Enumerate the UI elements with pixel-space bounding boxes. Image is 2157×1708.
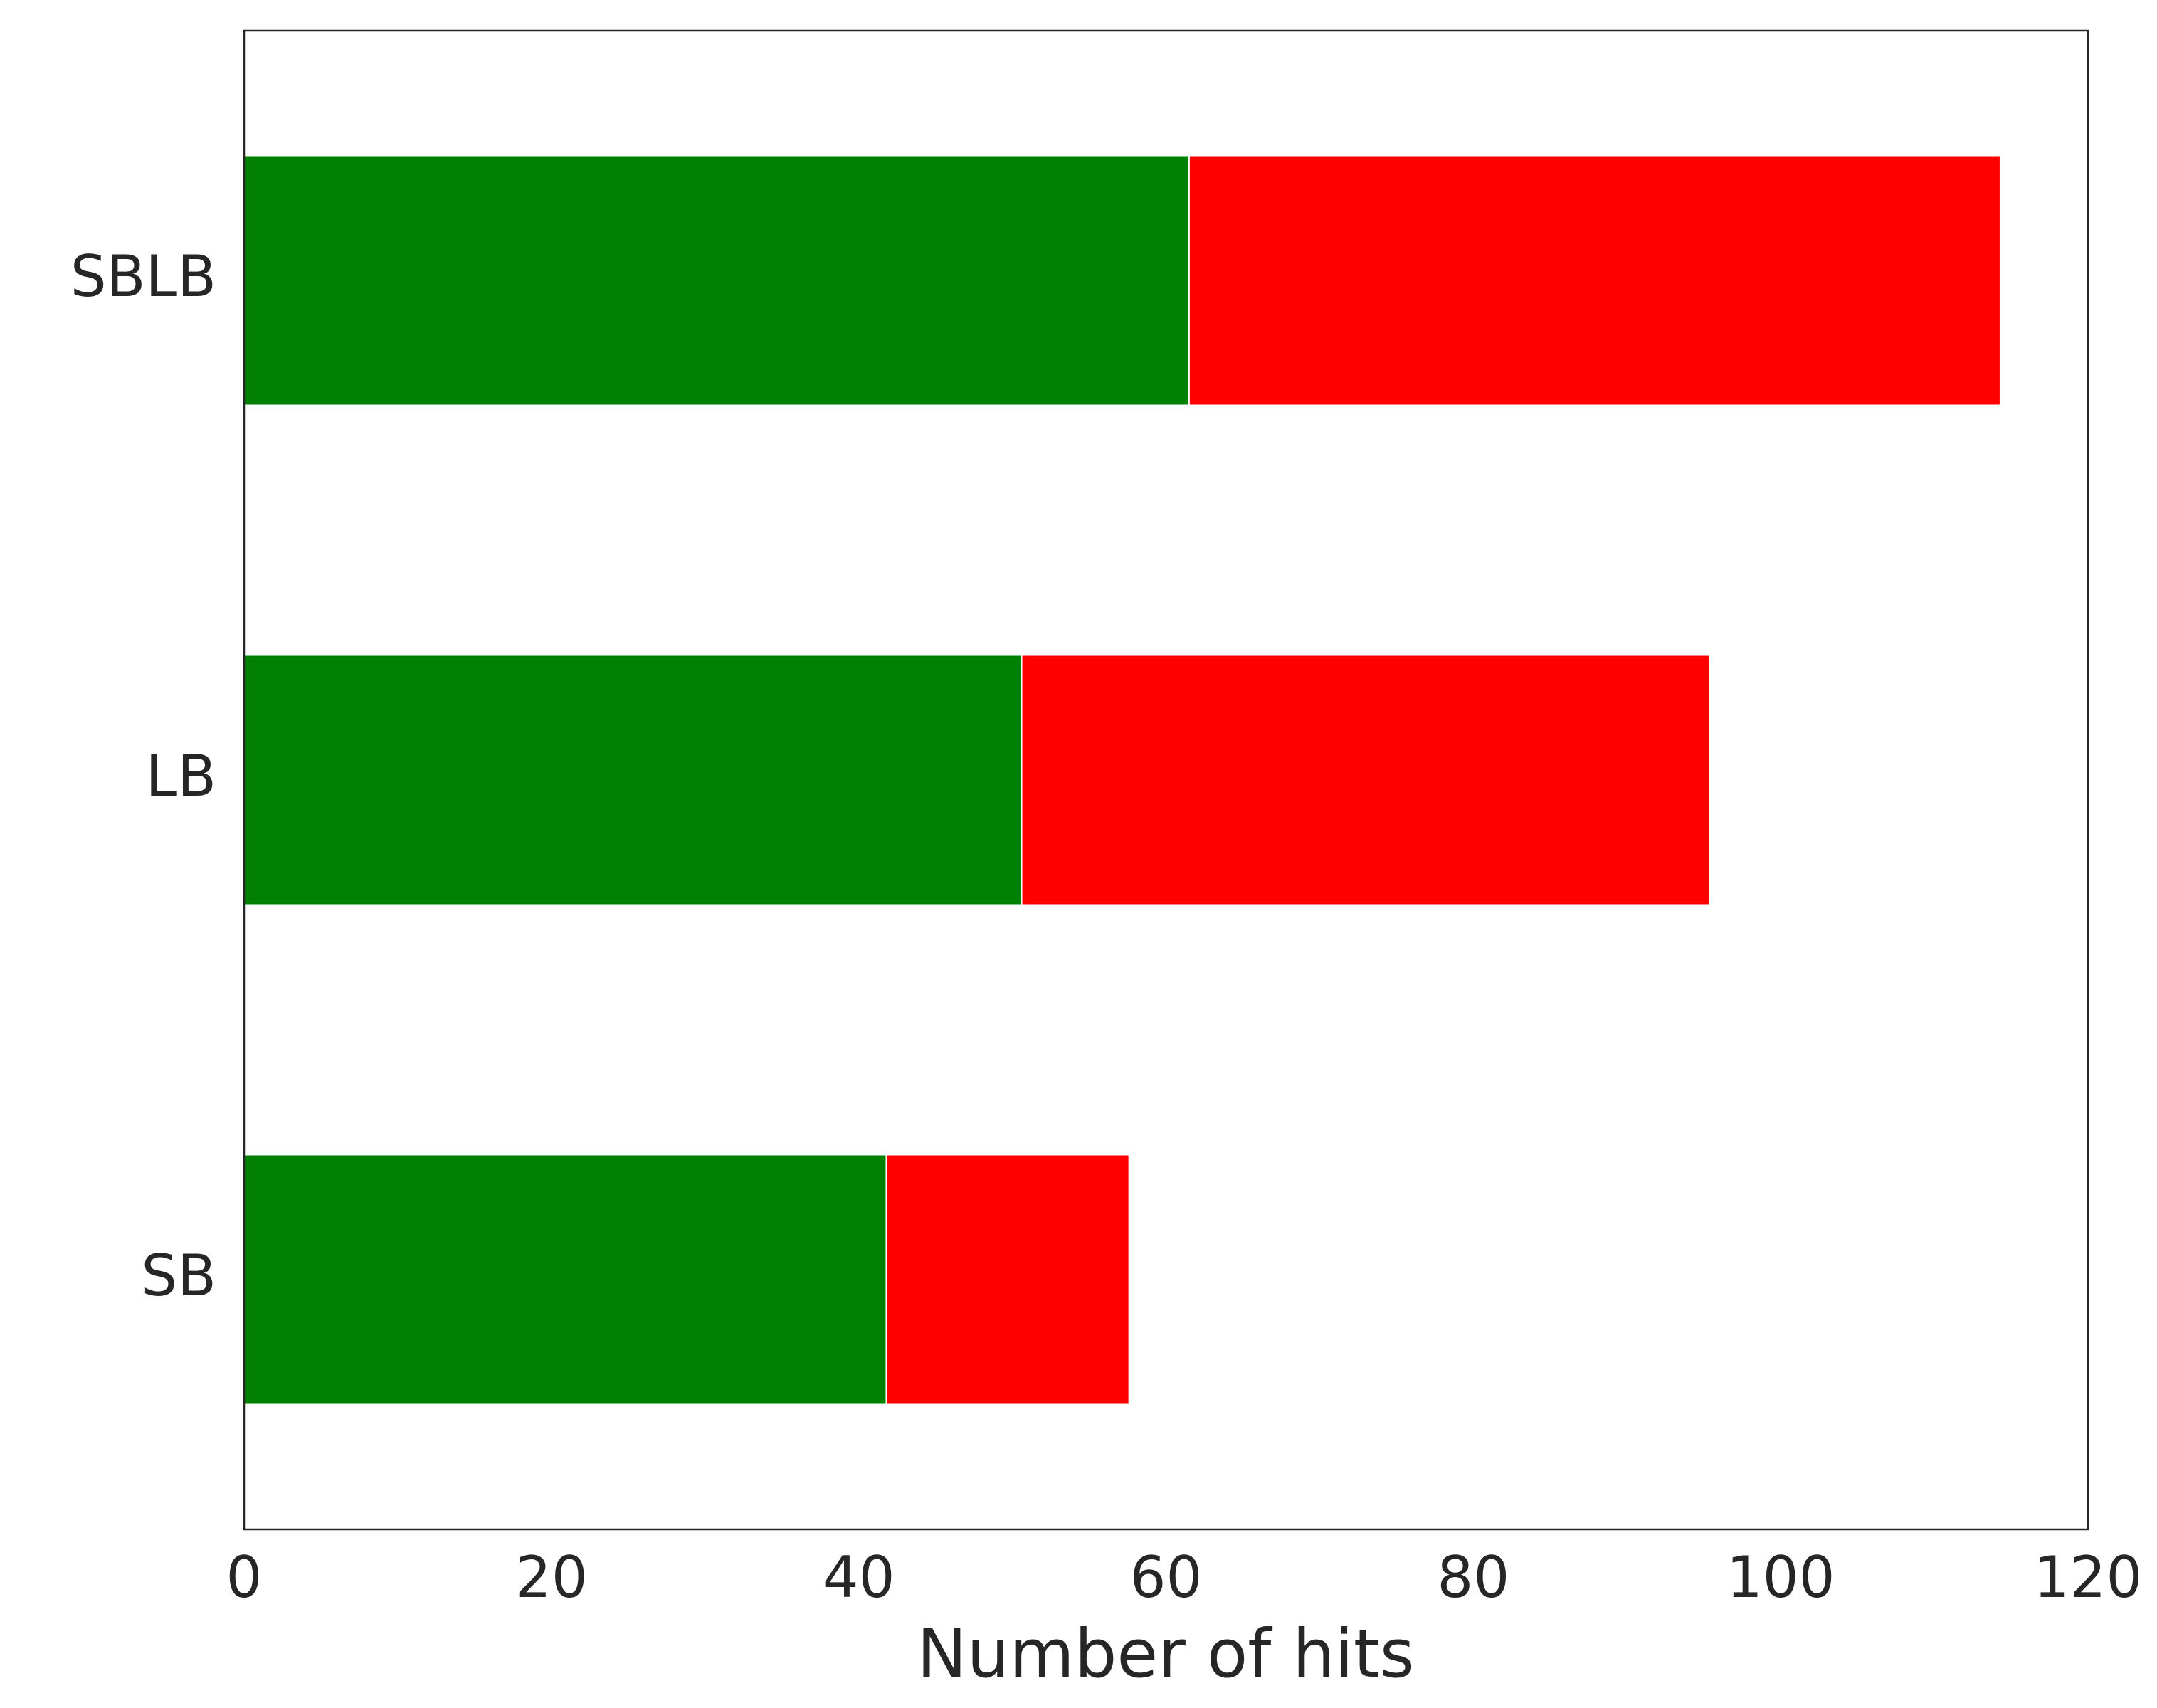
bar-segment [1188,154,2001,406]
plot-frame [243,29,2089,1531]
bar-segment [243,154,1190,406]
y-tick-label: SBLB [70,243,216,310]
x-tick-label: 100 [1726,1544,1835,1611]
y-tick-label: LB [146,743,216,809]
x-axis-label: Number of hits [917,1615,1415,1693]
x-tick-label: 120 [2034,1544,2143,1611]
bar-segment [243,654,1023,906]
y-tick-label: SB [141,1243,216,1309]
x-tick-label: 80 [1437,1544,1509,1611]
bar-segment [243,1154,887,1406]
x-tick-label: 60 [1130,1544,1203,1611]
x-tick-label: 20 [515,1544,588,1611]
x-tick-label: 0 [226,1544,263,1611]
bar-segment [885,1154,1130,1406]
x-tick-label: 40 [823,1544,895,1611]
bar-segment [1021,654,1711,906]
